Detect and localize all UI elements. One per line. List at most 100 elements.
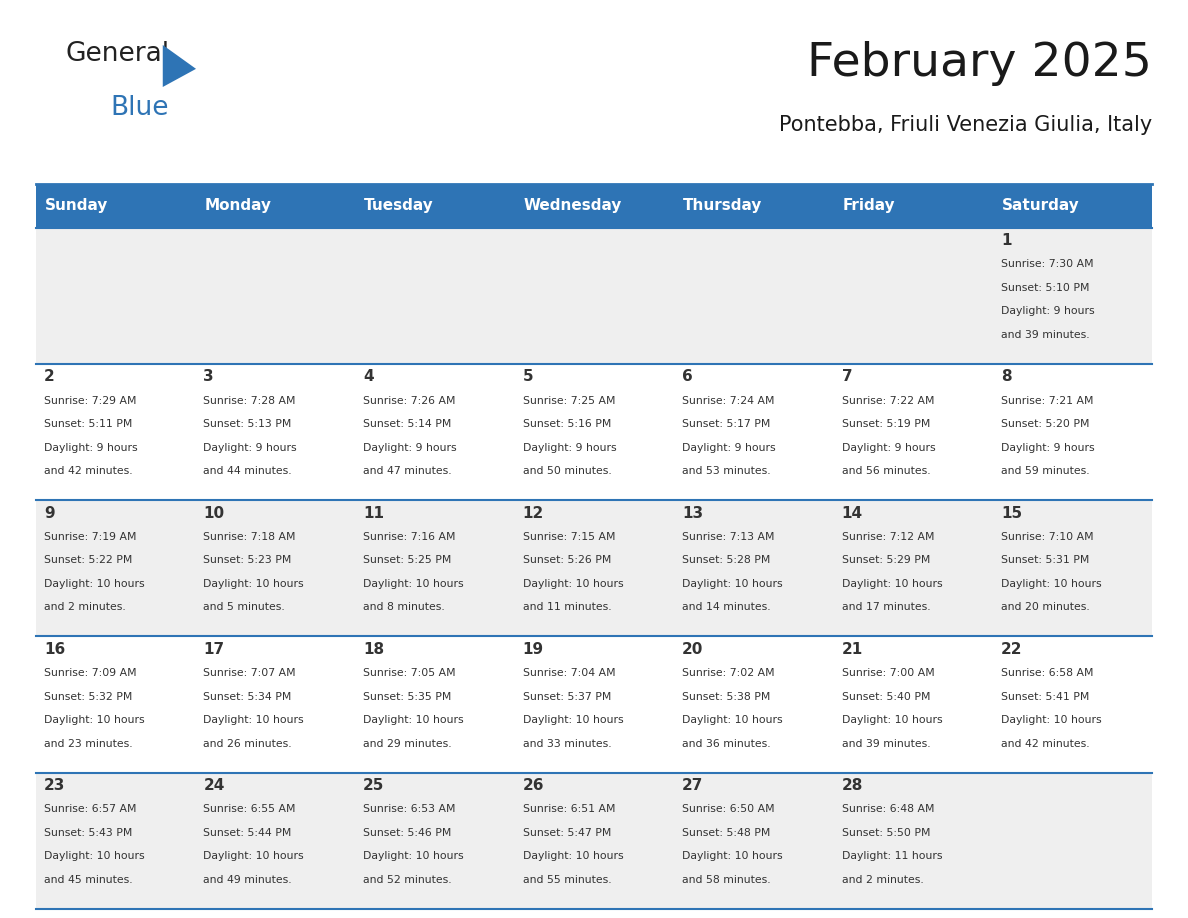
Text: Sunrise: 7:25 AM: Sunrise: 7:25 AM: [523, 396, 615, 406]
Text: Daylight: 10 hours: Daylight: 10 hours: [841, 715, 942, 725]
Text: Daylight: 9 hours: Daylight: 9 hours: [203, 442, 297, 453]
Text: 17: 17: [203, 642, 225, 657]
Text: 1: 1: [1001, 233, 1012, 248]
Text: Sunrise: 7:30 AM: Sunrise: 7:30 AM: [1001, 260, 1094, 269]
Text: Sunset: 5:47 PM: Sunset: 5:47 PM: [523, 828, 611, 838]
Text: 9: 9: [44, 506, 55, 521]
Text: 20: 20: [682, 642, 703, 657]
Text: 6: 6: [682, 369, 693, 385]
Text: Sunset: 5:37 PM: Sunset: 5:37 PM: [523, 691, 611, 701]
Text: Sunrise: 7:29 AM: Sunrise: 7:29 AM: [44, 396, 137, 406]
Bar: [36, 228, 1152, 364]
Text: 10: 10: [203, 506, 225, 521]
Text: and 20 minutes.: and 20 minutes.: [1001, 602, 1089, 612]
Text: and 56 minutes.: and 56 minutes.: [841, 466, 930, 476]
Text: Sunrise: 6:48 AM: Sunrise: 6:48 AM: [841, 804, 934, 814]
Text: Sunset: 5:34 PM: Sunset: 5:34 PM: [203, 691, 292, 701]
Text: 26: 26: [523, 778, 544, 793]
Text: Daylight: 11 hours: Daylight: 11 hours: [841, 851, 942, 861]
Text: 14: 14: [841, 506, 862, 521]
Text: Wednesday: Wednesday: [524, 198, 623, 213]
Text: and 8 minutes.: and 8 minutes.: [364, 602, 444, 612]
Text: Sunrise: 6:55 AM: Sunrise: 6:55 AM: [203, 804, 296, 814]
Bar: [36, 184, 195, 228]
Text: Sunset: 5:25 PM: Sunset: 5:25 PM: [364, 555, 451, 565]
Text: 24: 24: [203, 778, 225, 793]
Text: Sunset: 5:32 PM: Sunset: 5:32 PM: [44, 691, 132, 701]
Text: Sunrise: 7:22 AM: Sunrise: 7:22 AM: [841, 396, 934, 406]
Text: Sunrise: 7:28 AM: Sunrise: 7:28 AM: [203, 396, 296, 406]
Text: and 59 minutes.: and 59 minutes.: [1001, 466, 1089, 476]
Text: Sunset: 5:19 PM: Sunset: 5:19 PM: [841, 420, 930, 429]
Text: Sunrise: 7:02 AM: Sunrise: 7:02 AM: [682, 668, 775, 678]
Text: Friday: Friday: [842, 198, 896, 213]
Text: Daylight: 10 hours: Daylight: 10 hours: [682, 715, 783, 725]
Text: Daylight: 9 hours: Daylight: 9 hours: [364, 442, 456, 453]
Text: Daylight: 10 hours: Daylight: 10 hours: [1001, 579, 1101, 588]
Text: Daylight: 9 hours: Daylight: 9 hours: [44, 442, 138, 453]
Text: 15: 15: [1001, 506, 1022, 521]
Bar: [195, 184, 355, 228]
Text: Sunset: 5:40 PM: Sunset: 5:40 PM: [841, 691, 930, 701]
Text: and 49 minutes.: and 49 minutes.: [203, 875, 292, 885]
Text: Daylight: 10 hours: Daylight: 10 hours: [44, 579, 145, 588]
Text: Sunrise: 6:51 AM: Sunrise: 6:51 AM: [523, 804, 615, 814]
Text: Daylight: 10 hours: Daylight: 10 hours: [364, 851, 463, 861]
Text: and 14 minutes.: and 14 minutes.: [682, 602, 771, 612]
Text: Daylight: 10 hours: Daylight: 10 hours: [44, 851, 145, 861]
Text: Sunrise: 7:15 AM: Sunrise: 7:15 AM: [523, 532, 615, 542]
Text: Daylight: 10 hours: Daylight: 10 hours: [523, 579, 624, 588]
Text: Daylight: 9 hours: Daylight: 9 hours: [1001, 307, 1095, 317]
Text: and 2 minutes.: and 2 minutes.: [841, 875, 923, 885]
Text: Sunset: 5:16 PM: Sunset: 5:16 PM: [523, 420, 611, 429]
Text: Daylight: 10 hours: Daylight: 10 hours: [364, 715, 463, 725]
Text: Daylight: 10 hours: Daylight: 10 hours: [203, 579, 304, 588]
Text: Sunset: 5:14 PM: Sunset: 5:14 PM: [364, 420, 451, 429]
Text: Sunset: 5:17 PM: Sunset: 5:17 PM: [682, 420, 771, 429]
Text: Sunset: 5:29 PM: Sunset: 5:29 PM: [841, 555, 930, 565]
Text: and 45 minutes.: and 45 minutes.: [44, 875, 133, 885]
Text: and 42 minutes.: and 42 minutes.: [1001, 739, 1089, 748]
Text: Daylight: 10 hours: Daylight: 10 hours: [682, 579, 783, 588]
Text: Sunset: 5:10 PM: Sunset: 5:10 PM: [1001, 283, 1089, 293]
Text: and 2 minutes.: and 2 minutes.: [44, 602, 126, 612]
Text: 16: 16: [44, 642, 65, 657]
Text: Sunset: 5:13 PM: Sunset: 5:13 PM: [203, 420, 292, 429]
Text: Sunset: 5:26 PM: Sunset: 5:26 PM: [523, 555, 611, 565]
Text: Sunset: 5:31 PM: Sunset: 5:31 PM: [1001, 555, 1089, 565]
Text: Sunset: 5:38 PM: Sunset: 5:38 PM: [682, 691, 771, 701]
Text: 2: 2: [44, 369, 55, 385]
Text: Sunset: 5:43 PM: Sunset: 5:43 PM: [44, 828, 132, 838]
Text: Sunrise: 6:58 AM: Sunrise: 6:58 AM: [1001, 668, 1094, 678]
Text: and 42 minutes.: and 42 minutes.: [44, 466, 133, 476]
Text: 12: 12: [523, 506, 544, 521]
Text: Daylight: 10 hours: Daylight: 10 hours: [682, 851, 783, 861]
Text: Sunset: 5:22 PM: Sunset: 5:22 PM: [44, 555, 132, 565]
Bar: [833, 184, 993, 228]
Bar: [674, 184, 833, 228]
Text: and 33 minutes.: and 33 minutes.: [523, 739, 611, 748]
Text: Pontebba, Friuli Venezia Giulia, Italy: Pontebba, Friuli Venezia Giulia, Italy: [779, 115, 1152, 135]
Text: and 58 minutes.: and 58 minutes.: [682, 875, 771, 885]
Text: Daylight: 10 hours: Daylight: 10 hours: [203, 851, 304, 861]
Text: Sunrise: 7:19 AM: Sunrise: 7:19 AM: [44, 532, 137, 542]
Text: 8: 8: [1001, 369, 1012, 385]
Text: Daylight: 10 hours: Daylight: 10 hours: [44, 715, 145, 725]
Text: and 5 minutes.: and 5 minutes.: [203, 602, 285, 612]
Text: Sunset: 5:41 PM: Sunset: 5:41 PM: [1001, 691, 1089, 701]
Text: Sunrise: 7:05 AM: Sunrise: 7:05 AM: [364, 668, 456, 678]
Text: Daylight: 9 hours: Daylight: 9 hours: [682, 442, 776, 453]
Bar: [36, 636, 1152, 773]
Text: and 36 minutes.: and 36 minutes.: [682, 739, 771, 748]
Text: Daylight: 9 hours: Daylight: 9 hours: [841, 442, 935, 453]
Text: 11: 11: [364, 506, 384, 521]
Text: Sunrise: 7:12 AM: Sunrise: 7:12 AM: [841, 532, 934, 542]
Text: Daylight: 10 hours: Daylight: 10 hours: [364, 579, 463, 588]
Text: Sunset: 5:50 PM: Sunset: 5:50 PM: [841, 828, 930, 838]
Text: and 26 minutes.: and 26 minutes.: [203, 739, 292, 748]
Text: General: General: [65, 41, 170, 67]
Text: and 53 minutes.: and 53 minutes.: [682, 466, 771, 476]
Text: 28: 28: [841, 778, 862, 793]
Bar: [36, 773, 1152, 909]
Text: Daylight: 10 hours: Daylight: 10 hours: [523, 715, 624, 725]
